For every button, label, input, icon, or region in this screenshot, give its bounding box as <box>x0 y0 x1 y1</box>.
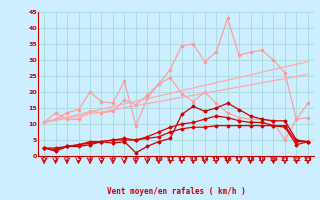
Text: Vent moyen/en rafales ( km/h ): Vent moyen/en rafales ( km/h ) <box>107 187 245 196</box>
